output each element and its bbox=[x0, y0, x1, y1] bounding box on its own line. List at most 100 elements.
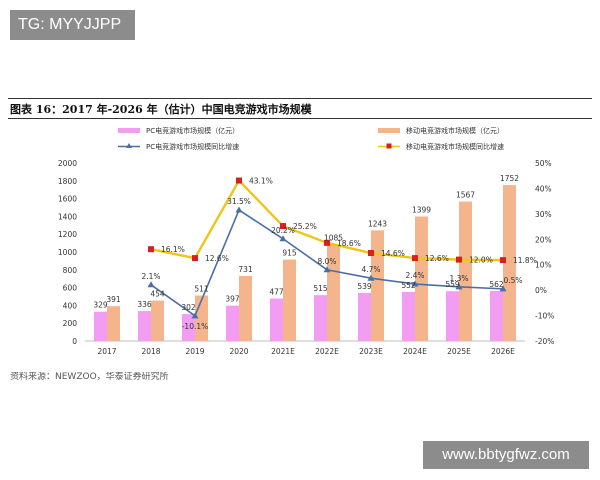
left-tick-label: 1800 bbox=[58, 177, 77, 186]
bar-label-mobile: 731 bbox=[238, 265, 253, 274]
bar-pc bbox=[138, 311, 151, 341]
bar-label-mobile: 454 bbox=[150, 290, 165, 299]
right-axis: -20% -10% 0% 10% 20% 30% 40% 50% bbox=[535, 159, 554, 346]
right-tick-label: 10% bbox=[535, 261, 552, 270]
bar-pc bbox=[270, 298, 283, 341]
mobile-growth-label: 12.0% bbox=[469, 256, 493, 265]
legend-label: 移动电竞游戏市场规模（亿元） bbox=[406, 126, 504, 135]
legend-marker bbox=[386, 143, 392, 149]
x-tick-label: 2026E bbox=[491, 347, 515, 356]
mobile-growth-marker bbox=[192, 255, 198, 262]
legend-swatch bbox=[378, 128, 400, 133]
pc-growth-marker bbox=[323, 266, 331, 273]
left-tick-label: 800 bbox=[63, 266, 78, 275]
mobile-growth-marker bbox=[148, 246, 154, 253]
x-tick-label: 2025E bbox=[447, 347, 471, 356]
title-bottom-rule bbox=[8, 118, 592, 119]
left-tick-label: 400 bbox=[63, 301, 78, 310]
pc-growth-label: -10.1% bbox=[182, 322, 209, 331]
bar-pc bbox=[358, 293, 371, 341]
bar-label-pc: 397 bbox=[225, 295, 240, 304]
pc-growth-label: 2.4% bbox=[405, 271, 424, 280]
figure-title: 图表 16：2017 年-2026 年（估计）中国电竞游戏市场规模 bbox=[10, 103, 312, 116]
bar-mobile bbox=[459, 201, 472, 341]
bar-label-mobile: 1243 bbox=[368, 219, 387, 228]
right-tick-label: 0% bbox=[535, 286, 547, 295]
bar-pc bbox=[94, 311, 107, 341]
mobile-growth-label: 43.1% bbox=[249, 177, 273, 186]
legend-label: 移动电竞游戏市场规模同比增速 bbox=[406, 142, 504, 151]
left-tick-label: 1600 bbox=[58, 195, 77, 204]
pc-growth-marker bbox=[411, 280, 419, 287]
left-tick-label: 1200 bbox=[58, 230, 77, 239]
x-tick-label: 2024E bbox=[403, 347, 427, 356]
bar-pc bbox=[446, 291, 459, 341]
bar-pc bbox=[490, 290, 503, 341]
x-tick-label: 2018 bbox=[141, 347, 160, 356]
bar-pc bbox=[402, 291, 415, 341]
chart-legend: PC电竞游戏市场规模（亿元） 移动电竞游戏市场规模（亿元） PC电竞游戏市场规模同比… bbox=[118, 126, 504, 151]
mobile-growth-marker bbox=[236, 177, 242, 184]
pc-growth-marker bbox=[279, 235, 287, 242]
pc-growth-marker bbox=[147, 281, 155, 288]
bar-pc bbox=[182, 314, 195, 341]
bar-pc bbox=[314, 295, 327, 341]
bar-label-mobile: 915 bbox=[282, 249, 297, 258]
right-tick-label: 40% bbox=[535, 184, 552, 193]
mobile-growth-label: 12.6% bbox=[425, 254, 449, 263]
bar-mobile bbox=[503, 185, 516, 341]
pc-growth-marker bbox=[455, 283, 463, 290]
pc-growth-label: 20.2% bbox=[271, 226, 295, 235]
bar-pc bbox=[226, 305, 239, 341]
market-size-chart: PC电竞游戏市场规模（亿元） 移动电竞游戏市场规模（亿元） PC电竞游戏市场规模同比… bbox=[58, 126, 554, 356]
mobile-growth-label: 25.2% bbox=[293, 222, 317, 231]
figure-source: 资料来源：NEWZOO，华泰证券研究所 bbox=[10, 372, 169, 381]
bar-mobile bbox=[415, 216, 428, 341]
bar-label-mobile: 1752 bbox=[500, 174, 519, 183]
line-series bbox=[147, 177, 507, 319]
pc-growth-marker bbox=[191, 312, 199, 319]
pc-growth-label: 31.5% bbox=[227, 197, 251, 206]
legend-label: PC电竞游戏市场规模（亿元） bbox=[146, 126, 239, 135]
right-tick-label: -20% bbox=[535, 337, 554, 346]
pc-growth-label: 1.3% bbox=[449, 274, 468, 283]
left-tick-label: 200 bbox=[63, 319, 78, 328]
mobile-growth-label: 14.6% bbox=[381, 249, 405, 258]
title-top-rule bbox=[8, 98, 592, 99]
mobile-growth-marker bbox=[280, 223, 286, 230]
bar-label-pc: 559 bbox=[445, 280, 460, 289]
bar-mobile bbox=[371, 230, 384, 341]
pc-growth-label: 0.5% bbox=[503, 276, 522, 285]
left-tick-label: 0 bbox=[72, 337, 77, 346]
watermark-url: www.bbtygfwz.com bbox=[423, 441, 589, 469]
pc-growth-label: 8.0% bbox=[317, 257, 336, 266]
pc-growth-marker bbox=[235, 206, 243, 213]
mobile-growth-marker bbox=[324, 239, 330, 246]
x-axis: 2017 2018 2019 2020 2021E 2022E 2023E 2024E 2025… bbox=[85, 340, 525, 356]
left-axis: 0 200 400 600 800 1000 1200 1400 1600 1800 2000 bbox=[58, 159, 77, 346]
bar-label-pc: 539 bbox=[357, 282, 372, 291]
left-tick-label: 600 bbox=[63, 284, 78, 293]
left-tick-label: 2000 bbox=[58, 159, 77, 168]
bar-mobile bbox=[107, 306, 120, 341]
left-tick-label: 1000 bbox=[58, 248, 77, 257]
bar-label-mobile: 1085 bbox=[324, 233, 343, 242]
right-tick-label: 20% bbox=[535, 235, 552, 244]
watermark-tg: TG: MYYJJPP bbox=[10, 10, 135, 40]
bar-mobile bbox=[327, 244, 340, 341]
right-tick-label: 50% bbox=[535, 159, 552, 168]
x-tick-label: 2017 bbox=[97, 347, 116, 356]
legend-label: PC电竞游戏市场规模同比增速 bbox=[146, 142, 239, 151]
right-tick-label: -10% bbox=[535, 312, 554, 321]
x-tick-label: 2019 bbox=[185, 347, 204, 356]
x-tick-label: 2021E bbox=[271, 347, 295, 356]
right-tick-label: 30% bbox=[535, 210, 552, 219]
mobile-growth-marker bbox=[500, 257, 506, 264]
bar-label-mobile: 1399 bbox=[412, 205, 431, 214]
mobile-growth-marker bbox=[412, 255, 418, 262]
bar-mobile bbox=[151, 300, 164, 341]
bar-mobile bbox=[283, 259, 296, 341]
pc-growth-label: 2.1% bbox=[141, 272, 160, 281]
mobile-growth-label: 18.6% bbox=[337, 239, 361, 248]
left-tick-label: 1400 bbox=[58, 212, 77, 221]
